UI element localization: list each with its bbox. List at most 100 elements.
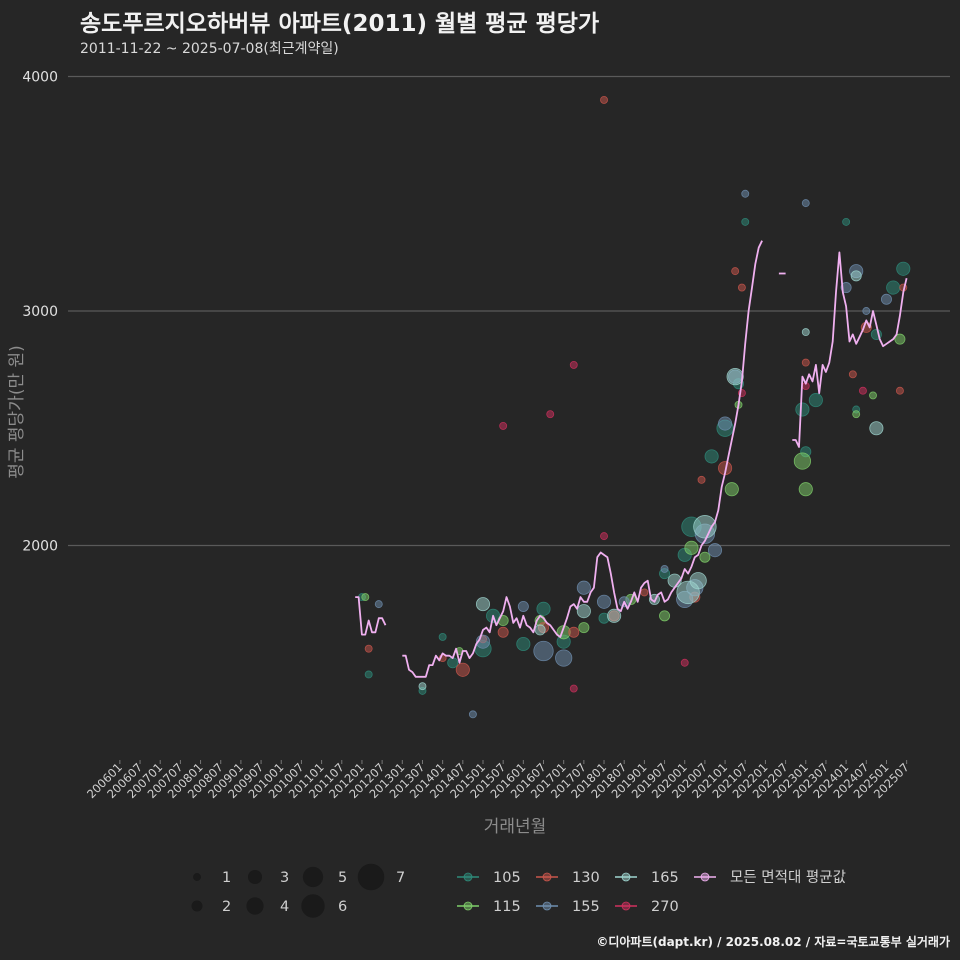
size-legend-symbol — [246, 897, 264, 915]
data-point-270 — [680, 658, 689, 667]
size-legend-symbol — [191, 900, 203, 912]
color-legend-symbol — [542, 872, 552, 882]
data-point-130 — [731, 267, 740, 276]
data-point-270 — [600, 532, 608, 541]
legend: 1 2 3 4 5 6 7 105 115 130 155 165 270 모든 면적대 평균값 — [191, 863, 846, 918]
data-point-115 — [869, 391, 877, 400]
data-point-115 — [699, 551, 711, 563]
data-point-155 — [707, 543, 723, 558]
y-tick-label: 4000 — [22, 70, 58, 86]
data-point-130 — [364, 644, 373, 653]
data-point-115 — [578, 622, 590, 634]
data-point-130 — [895, 386, 904, 395]
data-point-105 — [364, 670, 373, 679]
data-point-165 — [576, 604, 591, 619]
data-point-165 — [726, 368, 744, 386]
data-point-270 — [569, 684, 578, 693]
data-point-115 — [684, 540, 699, 555]
size-legend-label: 3 — [280, 870, 289, 886]
data-point-105 — [886, 280, 901, 295]
size-legend-symbol — [357, 863, 385, 891]
data-point-165 — [475, 597, 491, 612]
grid-lines — [68, 75, 950, 547]
color-legend-label: 모든 면적대 평균값 — [730, 869, 846, 886]
color-legend-symbol — [621, 872, 631, 882]
data-point-155 — [840, 282, 852, 294]
data-point-165 — [689, 572, 707, 590]
data-point-105 — [741, 217, 750, 226]
size-legend-symbol — [193, 873, 201, 881]
data-point-155 — [517, 600, 529, 612]
data-point-155 — [596, 594, 612, 609]
data-point-130 — [848, 370, 857, 379]
data-point-155 — [555, 649, 573, 667]
data-point-130 — [640, 588, 649, 597]
y-tick-label: 3000 — [22, 304, 58, 320]
data-point-130 — [737, 283, 746, 292]
data-point-105 — [516, 636, 531, 652]
size-legend-label: 4 — [280, 899, 289, 915]
data-point-165 — [418, 682, 427, 691]
data-point-270 — [499, 421, 508, 430]
data-point-155 — [862, 307, 871, 315]
size-legend-label: 5 — [338, 870, 347, 886]
color-legend-label: 270 — [651, 899, 679, 915]
chart-subtitle: 2011-11-22 ~ 2025-07-08(최근계약일) — [80, 41, 339, 57]
data-point-270 — [858, 386, 867, 395]
color-legend-label: 165 — [651, 870, 679, 886]
average-line-segment — [792, 251, 908, 448]
size-legend-symbol — [301, 894, 325, 918]
scatter-points — [357, 95, 911, 719]
data-point-165 — [869, 421, 884, 436]
data-point-270 — [569, 360, 578, 369]
average-line-segment — [402, 240, 763, 678]
data-point-130 — [600, 95, 608, 104]
data-point-105 — [795, 402, 810, 417]
data-point-105 — [808, 393, 823, 408]
color-legend-label: 115 — [493, 899, 521, 915]
data-point-155 — [533, 640, 554, 662]
color-legend-symbol — [621, 901, 631, 911]
data-point-165 — [607, 608, 622, 623]
color-legend-symbol — [700, 872, 710, 882]
data-point-165 — [801, 328, 810, 337]
data-point-165 — [534, 624, 546, 636]
data-point-105 — [704, 449, 719, 464]
data-point-130 — [801, 358, 810, 367]
color-legend-symbol — [463, 872, 473, 882]
color-legend-label: 155 — [572, 899, 600, 915]
size-legend-label: 6 — [338, 899, 347, 915]
color-legend-symbol — [542, 901, 552, 911]
x-axis-ticks: 2006012006072007012007072008012008072009… — [84, 760, 912, 801]
data-point-155 — [468, 710, 477, 719]
data-point-115 — [852, 410, 861, 419]
chart-title: 송도푸르지오하버뷰 아파트(2011) 월별 평균 평당가 — [80, 11, 600, 37]
data-point-155 — [741, 189, 750, 198]
y-axis-label: 평균 평당가(만 원) — [7, 345, 27, 479]
data-point-155 — [660, 565, 669, 573]
color-legend-symbol — [463, 901, 473, 911]
data-point-115 — [659, 610, 671, 622]
size-legend-label: 2 — [222, 899, 231, 915]
x-axis-label: 거래년월 — [484, 817, 547, 837]
data-point-155 — [801, 199, 810, 208]
data-point-155 — [576, 580, 591, 595]
data-point-105 — [438, 633, 447, 641]
color-legend-label: 130 — [572, 870, 600, 886]
chart-caption: ©디아파트(dapt.kr) / 2025.08.02 / 자료=국토교통부 실… — [596, 935, 950, 949]
size-legend-label: 1 — [222, 870, 231, 886]
data-point-155 — [374, 600, 383, 609]
data-point-130 — [568, 626, 580, 638]
size-legend-label: 7 — [396, 870, 405, 886]
color-legend-label: 105 — [493, 870, 521, 886]
data-point-115 — [894, 333, 906, 345]
data-point-155 — [718, 416, 733, 431]
data-point-105 — [447, 657, 459, 669]
data-point-105 — [896, 261, 911, 276]
data-point-165 — [850, 270, 862, 282]
data-point-115 — [361, 593, 370, 602]
data-point-130 — [455, 662, 470, 677]
size-legend-symbol — [247, 869, 263, 885]
